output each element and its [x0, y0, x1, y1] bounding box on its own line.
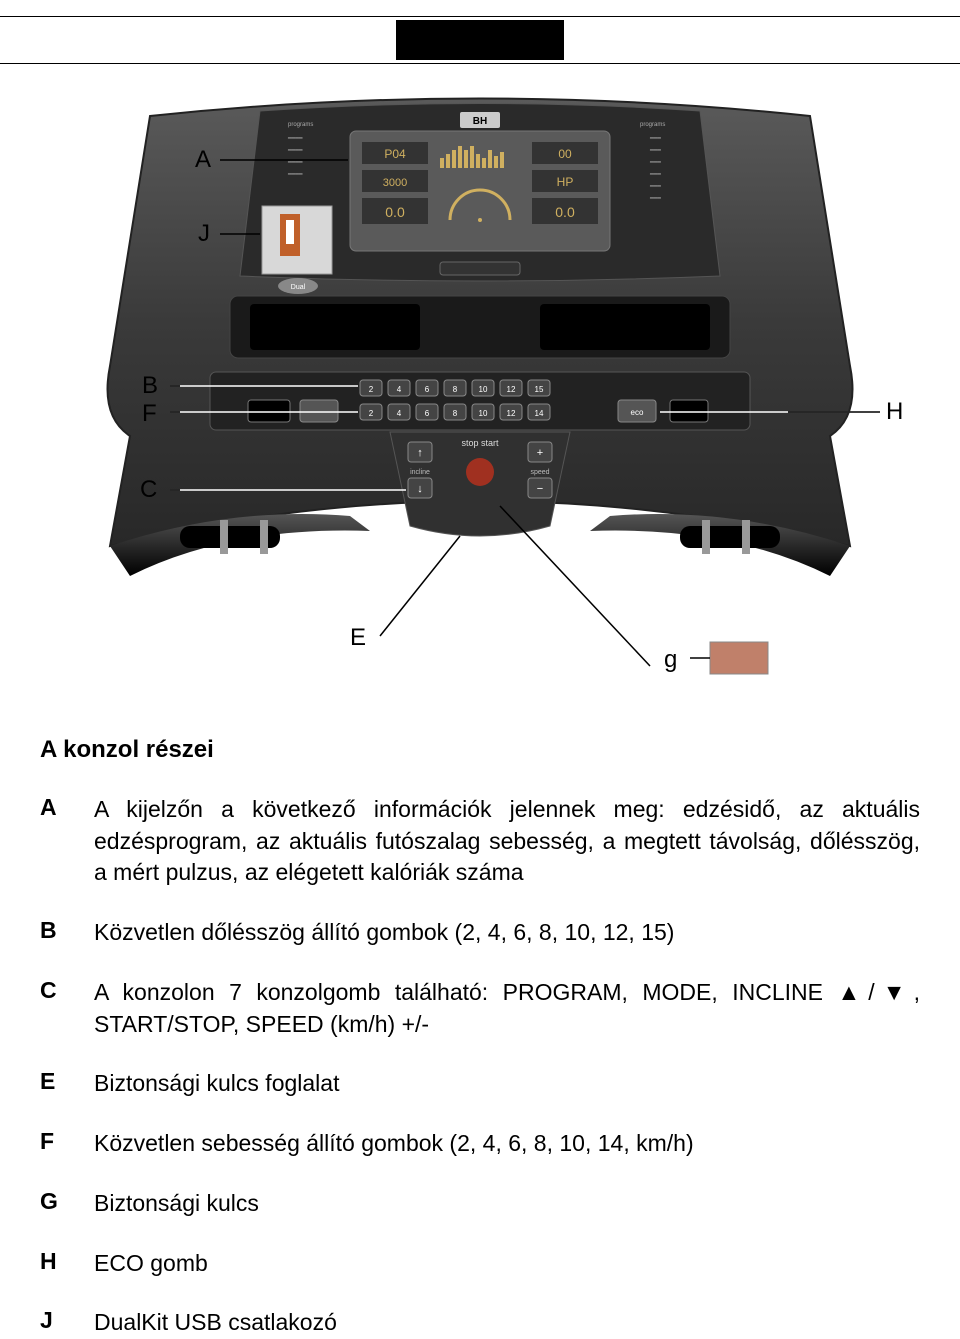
- svg-text:00: 00: [558, 147, 572, 161]
- svg-text:━━━━: ━━━━: [287, 160, 303, 166]
- svg-text:━━━: ━━━: [649, 160, 661, 166]
- svg-text:↑: ↑: [417, 447, 423, 459]
- svg-text:programs: programs: [640, 122, 665, 128]
- svg-text:10: 10: [479, 385, 488, 394]
- svg-text:━━━━: ━━━━: [287, 148, 303, 154]
- svg-text:15: 15: [535, 385, 544, 394]
- part-row-G: G Biztonsági kulcs: [40, 1188, 920, 1220]
- svg-text:━━━━: ━━━━: [287, 136, 303, 142]
- part-text: Biztonsági kulcs: [94, 1188, 259, 1220]
- svg-text:programs: programs: [288, 122, 313, 128]
- svg-text:6: 6: [425, 385, 430, 394]
- console-diagram: BH P04 00 3000 HP 0.0 0.0: [30, 76, 930, 696]
- part-row-H: H ECO gomb: [40, 1248, 920, 1280]
- part-text: Közvetlen dőlésszög állító gombok (2, 4,…: [94, 917, 674, 949]
- callout-E: E: [350, 624, 366, 652]
- part-row-E: E Biztonsági kulcs foglalat: [40, 1068, 920, 1100]
- svg-text:2: 2: [369, 409, 374, 418]
- svg-text:stop start: stop start: [461, 438, 499, 448]
- svg-text:10: 10: [479, 409, 488, 418]
- svg-text:0.0: 0.0: [385, 204, 405, 220]
- svg-text:8: 8: [453, 409, 458, 418]
- svg-text:14: 14: [535, 409, 544, 418]
- svg-text:━━━━: ━━━━: [287, 172, 303, 178]
- part-text: A konzolon 7 konzolgomb található: PROGR…: [94, 977, 920, 1040]
- svg-text:+: +: [537, 447, 543, 459]
- svg-text:eco: eco: [631, 408, 644, 417]
- svg-text:━━━: ━━━: [649, 172, 661, 178]
- part-letter: F: [40, 1128, 94, 1160]
- svg-text:0.0: 0.0: [555, 204, 575, 220]
- part-text: ECO gomb: [94, 1248, 208, 1280]
- part-letter: C: [40, 977, 94, 1040]
- part-letter: G: [40, 1188, 94, 1220]
- part-row-B: B Közvetlen dőlésszög állító gombok (2, …: [40, 917, 920, 949]
- part-text: Közvetlen sebesség állító gombok (2, 4, …: [94, 1128, 694, 1160]
- svg-text:6: 6: [425, 409, 430, 418]
- part-letter: B: [40, 917, 94, 949]
- svg-text:12: 12: [507, 409, 516, 418]
- part-row-A: A A kijelzőn a következő információk jel…: [40, 794, 920, 889]
- svg-text:8: 8: [453, 385, 458, 394]
- part-letter: A: [40, 794, 94, 889]
- callout-A: A: [195, 146, 211, 174]
- svg-text:2: 2: [369, 385, 374, 394]
- svg-text:━━━: ━━━: [649, 148, 661, 154]
- callout-H: H: [886, 398, 903, 426]
- svg-text:━━━: ━━━: [649, 196, 661, 202]
- svg-text:3000: 3000: [383, 177, 407, 189]
- part-text: DualKit USB csatlakozó: [94, 1307, 337, 1339]
- callout-J: J: [198, 220, 210, 248]
- section-title: A konzol részei: [40, 736, 920, 764]
- svg-text:12: 12: [507, 385, 516, 394]
- part-row-C: C A konzolon 7 konzolgomb található: PRO…: [40, 977, 920, 1040]
- svg-text:incline: incline: [410, 469, 430, 476]
- callout-C: C: [140, 476, 157, 504]
- svg-text:speed: speed: [530, 469, 549, 476]
- svg-text:Dual: Dual: [291, 284, 306, 291]
- svg-text:4: 4: [397, 409, 402, 418]
- svg-text:━━━: ━━━: [649, 184, 661, 190]
- svg-text:↓: ↓: [417, 483, 423, 495]
- header-black-box: [396, 20, 564, 60]
- svg-text:P04: P04: [384, 147, 406, 161]
- part-letter: H: [40, 1248, 94, 1280]
- part-letter: E: [40, 1068, 94, 1100]
- treadmill-console-svg: BH P04 00 3000 HP 0.0 0.0: [30, 76, 930, 696]
- part-text: Biztonsági kulcs foglalat: [94, 1068, 339, 1100]
- callout-F: F: [142, 400, 157, 428]
- part-row-J: J DualKit USB csatlakozó: [40, 1307, 920, 1339]
- part-text: A kijelzőn a következő információk jelen…: [94, 794, 920, 889]
- svg-text:−: −: [537, 483, 543, 495]
- svg-text:━━━: ━━━: [649, 136, 661, 142]
- callout-g: g: [664, 646, 677, 674]
- header-rule: [0, 16, 960, 64]
- part-letter: J: [40, 1307, 94, 1339]
- parts-list: A A kijelzőn a következő információk jel…: [40, 794, 920, 1339]
- part-row-F: F Közvetlen sebesség állító gombok (2, 4…: [40, 1128, 920, 1160]
- svg-text:4: 4: [397, 385, 402, 394]
- svg-text:HP: HP: [557, 175, 574, 189]
- svg-text:BH: BH: [473, 116, 487, 127]
- callout-B: B: [142, 372, 158, 400]
